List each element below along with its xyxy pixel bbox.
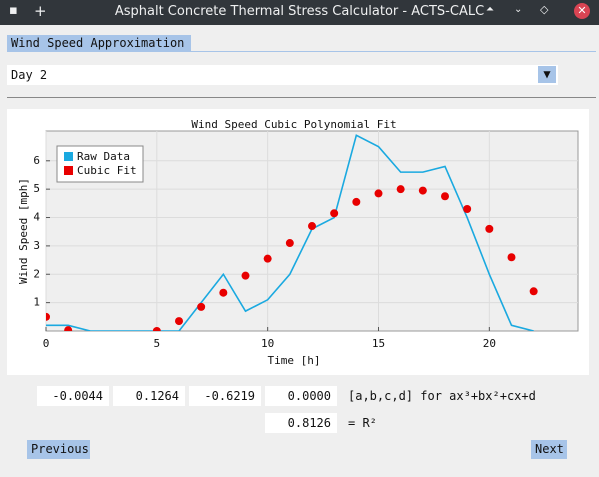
coef-d[interactable]: 0.0000	[265, 386, 337, 406]
y-tick-label: 6	[33, 154, 40, 167]
previous-button[interactable]: Previous	[27, 440, 90, 459]
data-point	[152, 327, 161, 331]
minimize-button[interactable]: ⌄	[514, 4, 523, 15]
legend-label: Cubic Fit	[77, 164, 137, 177]
x-tick-label: 0	[43, 337, 50, 350]
day-dropdown[interactable]: Day 2	[7, 65, 558, 85]
y-tick-label: 1	[33, 296, 40, 309]
tab-underline	[7, 51, 596, 52]
close-button[interactable]: ✕	[574, 3, 590, 19]
tab[interactable]: Wind Speed Approximation	[7, 35, 191, 52]
coef-b[interactable]: 0.1264	[113, 386, 185, 406]
data-point	[529, 287, 538, 296]
data-point	[219, 288, 228, 297]
data-point	[197, 302, 206, 311]
data-point	[263, 254, 272, 263]
data-point	[485, 224, 494, 233]
chart: Wind Speed Cubic Polynomial Fit Time [h]…	[7, 109, 589, 375]
y-tick-label: 4	[33, 211, 40, 224]
y-tick-label: 3	[33, 239, 40, 252]
x-tick-label: 10	[261, 337, 274, 350]
data-point	[175, 317, 183, 326]
x-axis-label: Time [h]	[268, 354, 321, 367]
data-point	[463, 205, 472, 214]
maximize-button[interactable]: ◇	[540, 3, 549, 16]
data-point	[441, 192, 449, 201]
window-title: Asphalt Concrete Thermal Stress Calculat…	[114, 4, 485, 19]
y-tick-label: 2	[33, 267, 40, 280]
x-tick-label: 5	[154, 337, 161, 350]
legend-swatch	[64, 152, 73, 161]
data-point	[507, 253, 516, 262]
add-icon[interactable]: +	[34, 2, 47, 20]
data-point	[330, 209, 339, 218]
separator	[7, 97, 596, 98]
data-point	[352, 197, 361, 206]
data-point	[418, 186, 427, 195]
dropdown-value: Day 2	[11, 68, 48, 82]
data-point	[46, 312, 50, 321]
coef-label: [a,b,c,d] for ax³+bx²+cx+d	[348, 389, 536, 403]
data-point	[308, 222, 316, 231]
keep-above-button[interactable]: ⏶	[486, 4, 494, 15]
x-tick-label: 20	[483, 337, 496, 350]
legend-label: Raw Data	[77, 150, 130, 163]
chart-title: Wind Speed Cubic Polynomial Fit	[191, 118, 396, 131]
title-bar: ▪ + Asphalt Concrete Thermal Stress Calc…	[0, 0, 599, 25]
data-point	[396, 185, 405, 194]
coef-a[interactable]: -0.0044	[37, 386, 109, 406]
data-point	[241, 271, 250, 280]
coef-c[interactable]: -0.6219	[189, 386, 261, 406]
r2-value[interactable]: 0.8126	[265, 413, 337, 433]
y-axis-label: Wind Speed [mph]	[17, 178, 30, 284]
menu-icon[interactable]: ▪	[9, 3, 18, 18]
next-button[interactable]: Next	[531, 440, 567, 459]
x-tick-label: 15	[372, 337, 385, 350]
r2-label: = R²	[348, 416, 377, 430]
data-point	[64, 326, 73, 331]
dropdown-arrow[interactable]: ▼	[538, 66, 556, 83]
data-point	[374, 189, 383, 198]
data-line	[46, 134, 534, 331]
legend-swatch	[64, 166, 73, 175]
y-tick-label: 5	[33, 182, 40, 195]
data-point	[285, 239, 294, 248]
